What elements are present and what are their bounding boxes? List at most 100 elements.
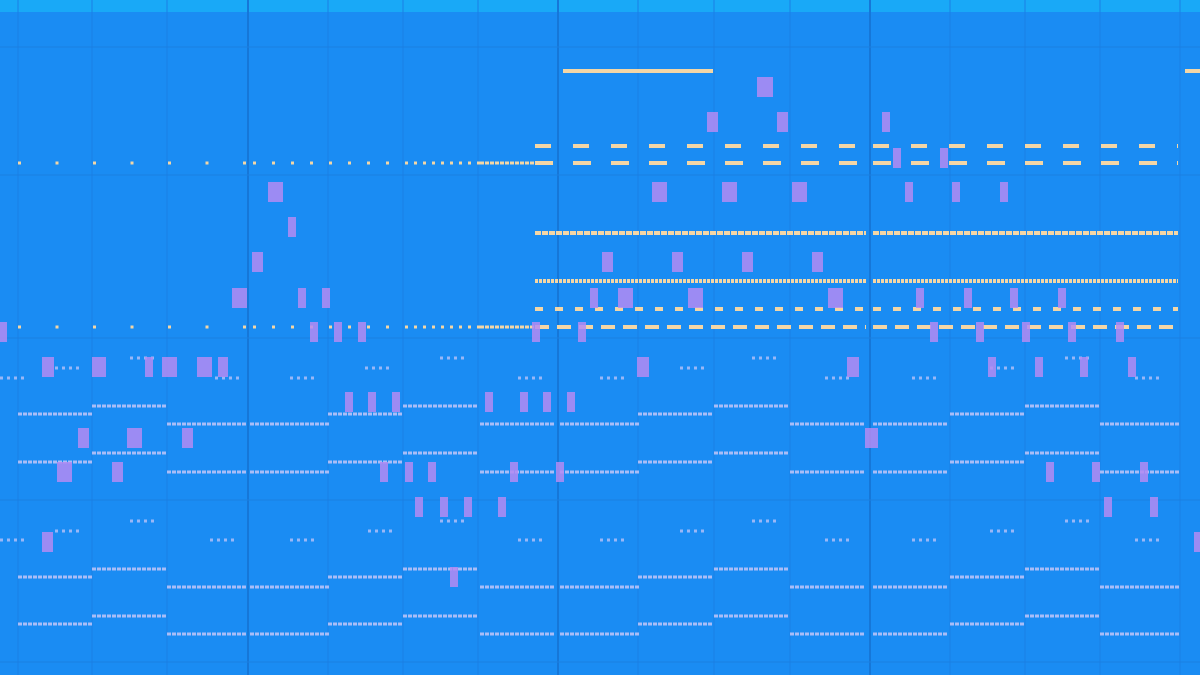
note	[926, 376, 929, 380]
note	[117, 404, 121, 408]
note	[468, 325, 471, 329]
note	[1146, 231, 1152, 235]
note	[450, 325, 453, 329]
note	[614, 538, 617, 542]
timeline-bar	[0, 0, 1200, 12]
note	[707, 279, 710, 283]
note	[1025, 161, 1043, 165]
note	[903, 422, 907, 426]
note	[1030, 614, 1034, 618]
note	[738, 231, 744, 235]
note	[883, 422, 887, 426]
note	[1169, 279, 1172, 283]
note	[260, 585, 264, 589]
note	[719, 279, 722, 283]
note	[839, 376, 842, 380]
note	[367, 325, 370, 329]
note	[334, 322, 342, 342]
note	[222, 376, 225, 380]
note	[1081, 279, 1084, 283]
note	[790, 422, 794, 426]
note	[739, 451, 743, 455]
note	[715, 279, 718, 283]
note	[976, 322, 984, 342]
note	[1069, 231, 1075, 235]
note	[265, 585, 269, 589]
note	[88, 622, 92, 626]
note	[1160, 585, 1164, 589]
note	[1035, 404, 1039, 408]
note	[1150, 497, 1158, 517]
note	[985, 231, 991, 235]
note	[495, 325, 499, 329]
note	[882, 112, 890, 132]
note	[338, 412, 342, 416]
note	[68, 622, 72, 626]
note	[1149, 279, 1152, 283]
note	[630, 470, 634, 474]
note	[678, 412, 682, 416]
note	[122, 567, 126, 571]
note	[855, 470, 859, 474]
note	[1083, 231, 1089, 235]
note	[759, 231, 765, 235]
note	[413, 614, 417, 618]
note	[731, 231, 737, 235]
note	[142, 404, 146, 408]
note	[389, 529, 392, 533]
note	[1030, 404, 1034, 408]
note	[55, 366, 58, 370]
note	[48, 412, 52, 416]
note	[535, 585, 539, 589]
note	[207, 422, 211, 426]
note	[43, 575, 47, 579]
note	[653, 460, 657, 464]
note	[590, 470, 594, 474]
note	[232, 288, 247, 308]
note	[441, 161, 444, 165]
note	[595, 279, 598, 283]
note	[530, 470, 534, 474]
note	[923, 585, 927, 589]
note	[1000, 182, 1008, 202]
note	[23, 622, 27, 626]
note	[1130, 422, 1134, 426]
note	[378, 622, 382, 626]
note	[752, 356, 755, 360]
note	[598, 231, 604, 235]
note	[137, 404, 141, 408]
note	[107, 404, 111, 408]
note	[888, 585, 892, 589]
note	[815, 307, 823, 311]
note	[997, 279, 1000, 283]
note	[162, 567, 166, 571]
note	[759, 567, 763, 571]
note	[878, 470, 882, 474]
note	[1049, 325, 1063, 329]
note	[122, 614, 126, 618]
note	[102, 614, 106, 618]
note	[1090, 451, 1094, 455]
note	[295, 470, 299, 474]
note	[130, 519, 133, 523]
note	[1075, 451, 1079, 455]
note	[943, 585, 947, 589]
note	[383, 412, 387, 416]
note	[715, 307, 723, 311]
note	[1050, 404, 1054, 408]
note	[311, 538, 314, 542]
note	[1055, 404, 1059, 408]
note	[1139, 161, 1157, 165]
note	[980, 412, 984, 416]
note	[710, 231, 716, 235]
note	[881, 279, 884, 283]
note	[53, 622, 57, 626]
note	[679, 279, 682, 283]
note	[510, 632, 514, 636]
note	[315, 632, 319, 636]
note	[725, 161, 743, 165]
note	[177, 632, 181, 636]
note	[913, 279, 916, 283]
note	[759, 279, 762, 283]
note	[338, 460, 342, 464]
